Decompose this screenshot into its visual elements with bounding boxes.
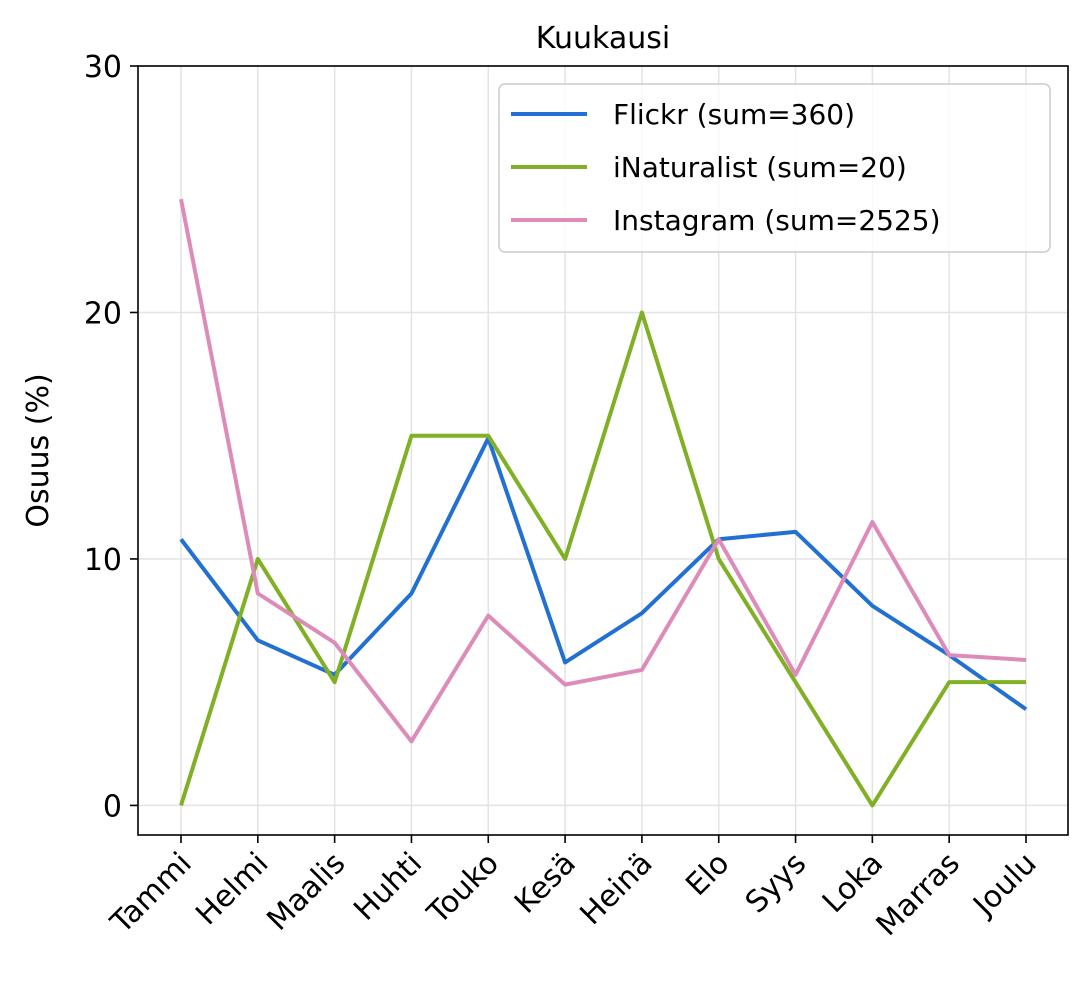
legend-label: Instagram (sum=2525) bbox=[613, 204, 941, 237]
series-line bbox=[179, 436, 1028, 711]
series-line bbox=[179, 310, 1026, 808]
legend-box bbox=[498, 83, 1051, 253]
legend: Flickr (sum=360) iNaturalist (sum=20) Inst… bbox=[498, 83, 1051, 253]
y-tick-label: 10 bbox=[84, 543, 122, 578]
chart-title: Kuukausi bbox=[536, 21, 670, 56]
plot-frame bbox=[137, 65, 1069, 836]
y-axis-label: Osuus (%) bbox=[21, 373, 56, 527]
y-tick-label: 0 bbox=[103, 789, 122, 824]
legend-label: iNaturalist (sum=20) bbox=[613, 151, 907, 184]
y-tick-label: 30 bbox=[84, 50, 122, 85]
y-tick-label: 20 bbox=[84, 296, 122, 331]
legend-label: Flickr (sum=360) bbox=[613, 98, 855, 131]
series-lines bbox=[179, 198, 1028, 808]
series-line bbox=[179, 198, 1027, 744]
y-axis: 0 10 20 30 bbox=[84, 50, 138, 824]
